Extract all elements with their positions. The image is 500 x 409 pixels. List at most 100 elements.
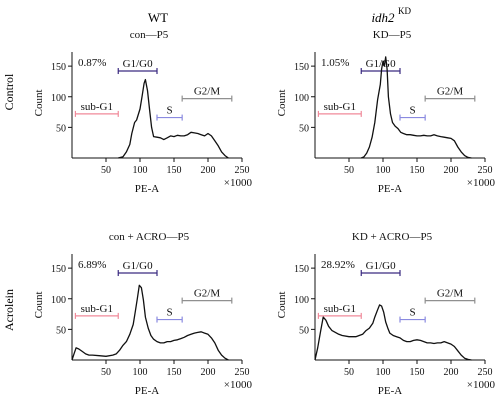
gate-label: sub-G1 <box>81 303 113 315</box>
x-tick-label: 250 <box>235 367 250 378</box>
histogram-line <box>71 284 229 361</box>
y-tick-label: 100 <box>51 295 66 306</box>
gate-label: G2/M <box>194 86 221 98</box>
column-header-superscript: KD <box>398 6 411 16</box>
x-multiplier: ×1000 <box>467 177 496 189</box>
panel-title: con + ACRO—P5 <box>109 231 190 243</box>
gate-g1-g0: G1/G0 <box>117 58 158 75</box>
gate-g2-m: G2/M <box>424 86 476 102</box>
x-tick-label: 200 <box>444 165 459 176</box>
y-axis-label: Count <box>276 291 288 318</box>
y-tick-label: 100 <box>294 93 309 104</box>
y-tick-label: 150 <box>51 264 66 275</box>
x-tick-label: 150 <box>167 165 182 176</box>
y-tick-label: 150 <box>51 62 66 73</box>
x-tick-label: 150 <box>410 367 425 378</box>
gate-label: G2/M <box>437 86 464 98</box>
subg1-percent: 6.89% <box>78 259 106 271</box>
y-axis-label: Count <box>33 89 45 116</box>
y-tick-label: 100 <box>294 295 309 306</box>
gate-s: S <box>399 307 426 323</box>
x-tick-label: 100 <box>133 367 148 378</box>
panel-title: con—P5 <box>130 29 169 41</box>
gate-label: sub-G1 <box>81 101 113 113</box>
gate-sub-g1: sub-G1 <box>74 303 119 319</box>
y-tick-label: 50 <box>56 123 66 134</box>
subg1-percent: 0.87% <box>78 57 106 69</box>
gate-g1-g0: G1/G0 <box>117 260 158 277</box>
x-multiplier: ×1000 <box>224 177 253 189</box>
gate-label: S <box>410 307 416 319</box>
gate-g1-g0: G1/G0 <box>360 260 401 277</box>
x-tick-label: 50 <box>344 165 354 176</box>
gate-sub-g1: sub-G1 <box>317 303 362 319</box>
gate-s: S <box>399 105 426 121</box>
gate-sub-g1: sub-G1 <box>317 101 362 117</box>
gate-label: G2/M <box>194 288 221 300</box>
x-tick-label: 50 <box>344 367 354 378</box>
gate-label: S <box>167 307 173 319</box>
y-tick-label: 50 <box>56 325 66 336</box>
panel-1: con—P5 50 100 150 50 100 150 200 250 PE-A ×1000 Cou… <box>33 29 252 195</box>
y-tick-label: 150 <box>294 264 309 275</box>
y-tick-label: 50 <box>299 123 309 134</box>
row-label-control: Control <box>2 73 16 110</box>
x-axis-label: PE-A <box>135 385 160 397</box>
histogram-line <box>314 304 472 361</box>
x-tick-label: 100 <box>376 165 391 176</box>
gate-label: sub-G1 <box>324 303 356 315</box>
gate-g2-m: G2/M <box>181 86 233 102</box>
column-header-idh2kd: idh2 KD <box>371 6 411 25</box>
x-tick-label: 100 <box>376 367 391 378</box>
gate-label: G1/G0 <box>123 58 153 70</box>
gate-label: G1/G0 <box>366 58 396 70</box>
gate-g1-g0: G1/G0 <box>360 58 401 75</box>
x-axis-label: PE-A <box>378 385 403 397</box>
x-multiplier: ×1000 <box>224 379 253 391</box>
gate-label: G1/G0 <box>366 260 396 272</box>
x-tick-label: 200 <box>201 367 216 378</box>
x-tick-label: 50 <box>101 367 111 378</box>
y-axis-label: Count <box>276 89 288 116</box>
x-axis-label: PE-A <box>135 183 160 195</box>
row-label-acrolein: Acrolein <box>2 289 16 331</box>
gate-g2-m: G2/M <box>181 288 233 304</box>
y-tick-label: 150 <box>294 62 309 73</box>
x-tick-label: 100 <box>133 165 148 176</box>
panel-4: KD + ACRO—P5 50 100 150 50 100 150 200 250 PE-A ×1… <box>276 231 495 397</box>
panel-3: con + ACRO—P5 50 100 150 50 100 150 200 250 PE-A ×… <box>33 231 252 397</box>
x-tick-label: 200 <box>201 165 216 176</box>
x-tick-label: 250 <box>235 165 250 176</box>
gate-label: G1/G0 <box>123 260 153 272</box>
x-tick-label: 200 <box>444 367 459 378</box>
x-tick-label: 250 <box>478 367 493 378</box>
histogram-line <box>118 78 229 159</box>
x-multiplier: ×1000 <box>467 379 496 391</box>
gate-sub-g1: sub-G1 <box>74 101 119 117</box>
panel-2: KD—P5 50 100 150 50 100 150 200 250 PE-A ×1000 Coun… <box>276 29 495 195</box>
panel-title: KD + ACRO—P5 <box>352 231 433 243</box>
gate-label: S <box>410 105 416 117</box>
panel-title: KD—P5 <box>373 29 412 41</box>
gate-s: S <box>156 307 183 323</box>
x-axis-label: PE-A <box>378 183 403 195</box>
subg1-percent: 1.05% <box>321 57 349 69</box>
y-tick-label: 100 <box>51 93 66 104</box>
gate-label: G2/M <box>437 288 464 300</box>
subg1-percent: 28.92% <box>321 259 355 271</box>
column-header-wt: WT <box>148 10 168 25</box>
x-tick-label: 250 <box>478 165 493 176</box>
gate-s: S <box>156 105 183 121</box>
x-tick-label: 150 <box>167 367 182 378</box>
gate-g2-m: G2/M <box>424 288 476 304</box>
y-tick-label: 50 <box>299 325 309 336</box>
x-tick-label: 150 <box>410 165 425 176</box>
y-axis-label: Count <box>33 291 45 318</box>
gate-label: sub-G1 <box>324 101 356 113</box>
histogram-line <box>360 56 472 159</box>
column-header-gene: idh2 <box>371 10 395 25</box>
gate-label: S <box>167 105 173 117</box>
x-tick-label: 50 <box>101 165 111 176</box>
panels: con—P5 50 100 150 50 100 150 200 250 PE-A ×1000 Cou… <box>33 29 495 397</box>
